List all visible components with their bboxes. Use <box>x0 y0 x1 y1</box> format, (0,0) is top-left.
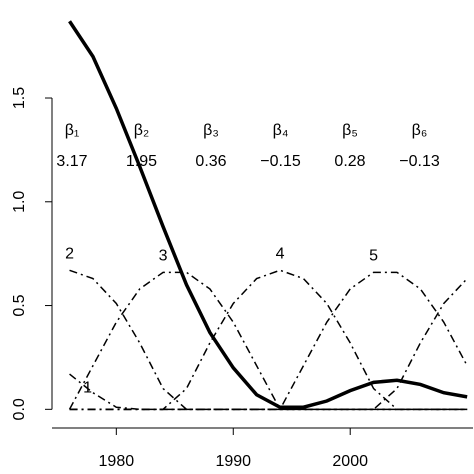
x-tick-label: 2000 <box>332 453 368 470</box>
coef-value: −0.15 <box>260 153 301 170</box>
y-tick-label: 1.0 <box>11 191 28 213</box>
series-line <box>69 269 468 411</box>
series-line <box>69 373 468 411</box>
coef-value: 0.36 <box>195 153 226 170</box>
curve-label: 5 <box>369 248 378 265</box>
coef-symbol: β₂ <box>134 122 149 139</box>
curve-label: 1 <box>83 379 92 396</box>
coef-symbol: β₅ <box>342 122 358 139</box>
coef-symbol: β₄ <box>273 122 289 139</box>
y-tick-label: 1.5 <box>11 87 28 109</box>
coef-symbol: β₁ <box>65 122 80 139</box>
series-line <box>69 269 468 411</box>
series-line <box>69 278 468 411</box>
series-line <box>68 271 468 411</box>
curve-label: 2 <box>65 245 74 262</box>
x-tick-label: 1980 <box>99 453 135 470</box>
coef-value: −0.13 <box>399 153 440 170</box>
coef-value: 3.17 <box>56 153 87 170</box>
curve-label: 3 <box>159 248 168 265</box>
series-line <box>68 20 468 409</box>
y-tick-label: 0.5 <box>11 294 28 316</box>
y-tick-label: 0.0 <box>11 398 28 420</box>
coef-symbol: β₃ <box>203 122 219 139</box>
x-tick-label: 1990 <box>215 453 251 470</box>
coef-value: 0.28 <box>334 153 365 170</box>
curve-label: 4 <box>276 245 285 262</box>
coef-symbol: β₆ <box>412 122 428 139</box>
coef-value: 1.95 <box>126 153 157 170</box>
